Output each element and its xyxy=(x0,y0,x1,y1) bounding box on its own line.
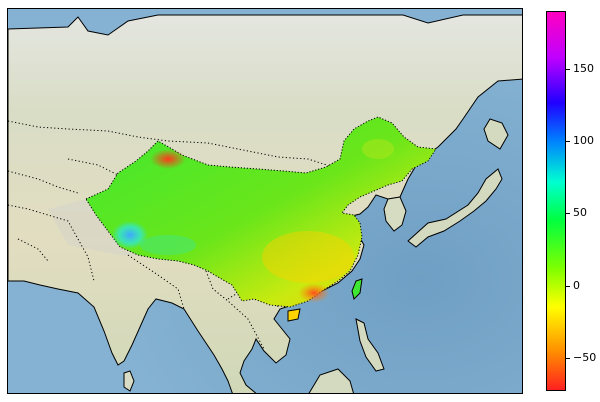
hotspot-northwest xyxy=(150,149,186,169)
hokkaido-island xyxy=(483,118,509,150)
colorbar-tick-label: 50 xyxy=(573,206,587,220)
warm-band-east xyxy=(262,231,354,283)
borneo-coast xyxy=(308,368,354,393)
colorbar-tick-label: 150 xyxy=(573,61,594,75)
cool-band-tibet xyxy=(140,235,196,255)
colorbar xyxy=(546,11,566,391)
philippines-islands xyxy=(355,318,385,372)
taiwan-island xyxy=(351,278,363,300)
map-canvas xyxy=(8,9,522,393)
colorbar-tick-mark xyxy=(566,141,570,143)
colorbar-tick-label: 0 xyxy=(573,278,580,292)
sri-lanka-island xyxy=(123,370,135,392)
colorbar-tick-mark xyxy=(566,68,570,70)
colorbar-tick-mark xyxy=(566,357,570,359)
colorbar-tick-mark xyxy=(566,285,570,287)
hainan-island xyxy=(287,308,301,322)
coolspot-tibet xyxy=(112,221,148,249)
warm-band-northeast xyxy=(362,139,394,159)
korea-peninsula xyxy=(383,196,407,232)
colorbar-tick-label: −50 xyxy=(573,350,597,364)
colorbar-tick-label: 100 xyxy=(573,134,594,148)
colorbar-tick-mark xyxy=(566,213,570,215)
japan-islands xyxy=(407,168,503,248)
hotspot-southeast xyxy=(298,283,330,303)
country-borders xyxy=(8,120,354,350)
map-panel xyxy=(7,8,523,394)
